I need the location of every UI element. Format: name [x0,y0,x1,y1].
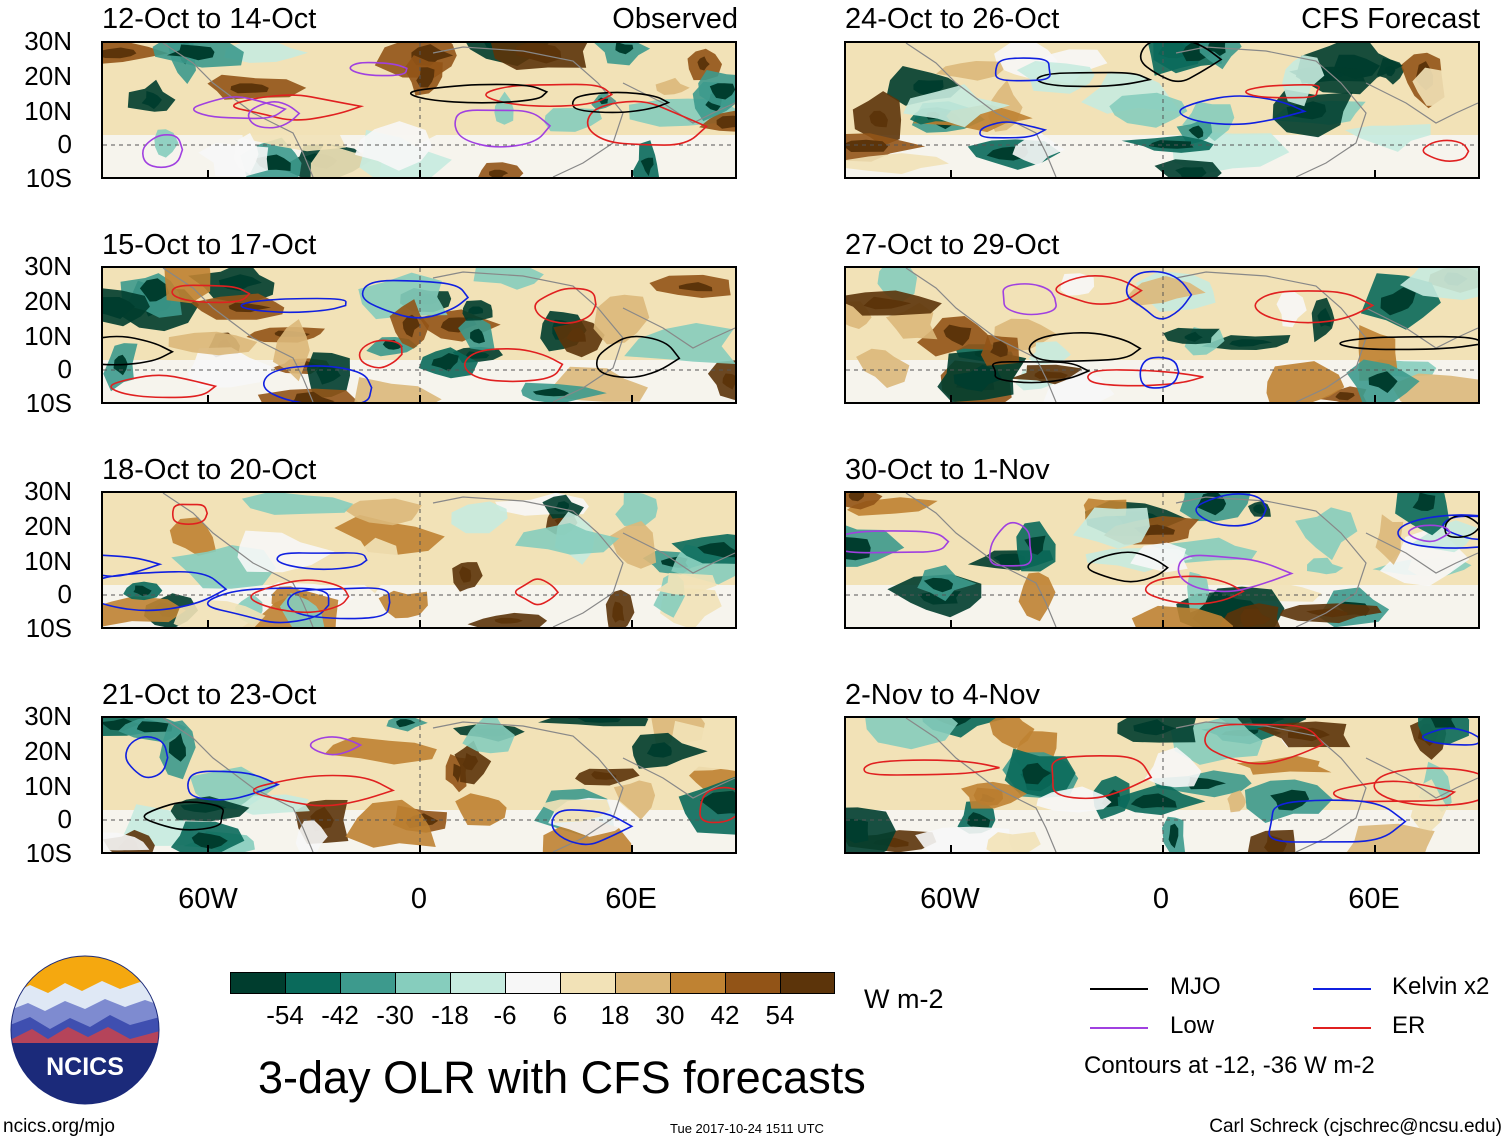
ncics-logo[interactable]: NCICS [10,955,160,1105]
forecast-header: CFS Forecast [1301,3,1480,35]
main-title: 3-day OLR with CFS forecasts [258,1052,866,1103]
legend-line-mjo [1090,988,1148,990]
olr-map [101,41,737,179]
lon-label-0: 0 [1152,883,1170,915]
panel-title: 30-Oct to 1-Nov [845,454,1050,486]
observed-header: Observed [612,3,738,35]
lat-label: 0 [57,354,72,384]
footer-url[interactable]: ncics.org/mjo [3,1116,115,1137]
colorbar-swatch [560,972,615,994]
logo-text: NCICS [46,1053,124,1081]
panel-title: 2-Nov to 4-Nov [845,679,1041,711]
lat-label: 10N [24,321,72,351]
colorbar-tick-label: -18 [431,1000,469,1030]
lat-label: 0 [57,129,72,159]
colorbar-swatch [285,972,340,994]
colorbar-tick-label: -54 [266,1000,304,1030]
legend-label-mjo: MJO [1170,973,1221,1000]
lat-label: 30N [24,701,72,731]
lat-label: 20N [24,286,72,316]
colorbar-tick-label: 54 [765,1000,795,1030]
lat-label: 10N [24,771,72,801]
colorbar-swatch [395,972,450,994]
colorbar-tick-label: -30 [376,1000,414,1030]
legend-label-kelvin: Kelvin x2 [1392,973,1490,1000]
legend-label-low: Low [1170,1012,1215,1039]
lon-label-60w: 60W [178,883,238,915]
colorbar-tick-label: 42 [710,1000,740,1030]
lat-label: 10S [25,163,72,193]
colorbar-tick-label: -42 [321,1000,359,1030]
lat-label: 30N [24,251,72,281]
colorbar-units: W m-2 [864,984,944,1014]
colorbar-swatch [505,972,560,994]
lat-label: 30N [24,476,72,506]
footer-credit: Carl Schreck (cjschrec@ncsu.edu) [1209,1116,1502,1137]
colorbar-tick-label: 18 [600,1000,630,1030]
lat-label: 10S [25,838,72,868]
lon-label-60e: 60E [605,883,657,915]
lat-label: 0 [57,579,72,609]
legend-label-er: ER [1392,1012,1426,1039]
colorbar-tick-label: -6 [493,1000,517,1030]
panel-title: 24-Oct to 26-Oct [845,3,1060,35]
legend-line-er [1313,1027,1371,1029]
lat-label: 10S [25,613,72,643]
olr-map [844,491,1480,629]
lon-label-0: 0 [410,883,428,915]
colorbar-swatch [340,972,395,994]
legend-note: Contours at -12, -36 W m-2 [1084,1052,1375,1079]
legend-line-kelvin [1313,988,1371,990]
lat-label: 20N [24,736,72,766]
panel-title: 15-Oct to 17-Oct [102,229,317,261]
lat-label: 30N [24,26,72,56]
lon-label-60w: 60W [920,883,980,915]
olr-map [844,41,1480,179]
olr-map [101,716,737,854]
olr-map [101,491,737,629]
colorbar-swatch [725,972,780,994]
panel-title: 12-Oct to 14-Oct [102,3,317,35]
colorbar-swatch [230,972,285,994]
olr-map [844,716,1480,854]
olr-map [101,266,737,404]
lat-label: 0 [57,804,72,834]
panel-title: 21-Oct to 23-Oct [102,679,317,711]
panel-title: 18-Oct to 20-Oct [102,454,317,486]
lat-label: 20N [24,61,72,91]
footer-timestamp: Tue 2017-10-24 1511 UTC [670,1121,824,1136]
panel-title: 27-Oct to 29-Oct [845,229,1060,261]
lat-label: 10S [25,388,72,418]
colorbar-swatch [670,972,725,994]
lon-label-60e: 60E [1348,883,1400,915]
lat-label: 20N [24,511,72,541]
colorbar-tick-label: 6 [552,1000,568,1030]
legend-line-low [1090,1027,1148,1029]
olr-map [844,266,1480,404]
colorbar-swatch [450,972,505,994]
lat-label: 10N [24,546,72,576]
colorbar-swatch [780,972,835,994]
colorbar-swatch [615,972,670,994]
lat-label: 10N [24,96,72,126]
colorbar-tick-label: 30 [655,1000,685,1030]
